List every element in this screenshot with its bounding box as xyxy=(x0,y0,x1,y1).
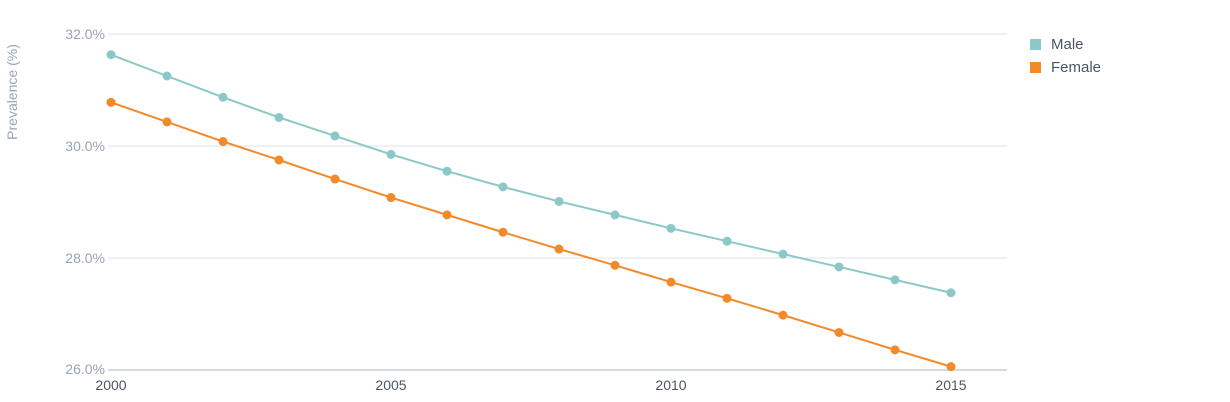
legend-label: Female xyxy=(1051,59,1102,76)
data-point[interactable] xyxy=(554,244,564,254)
series-male xyxy=(106,50,956,298)
data-point[interactable] xyxy=(274,155,284,165)
data-point[interactable] xyxy=(946,288,956,298)
legend-item-male[interactable]: Male xyxy=(1030,33,1101,56)
data-point[interactable] xyxy=(218,137,228,147)
data-point[interactable] xyxy=(666,223,676,233)
series-group xyxy=(106,50,956,372)
legend-item-female[interactable]: Female xyxy=(1030,56,1101,79)
data-point[interactable] xyxy=(498,227,508,237)
x-tick-label: 2005 xyxy=(375,377,406,393)
legend-swatch xyxy=(1030,62,1041,73)
x-tick-label: 2015 xyxy=(935,377,966,393)
series-line xyxy=(110,101,952,368)
data-point[interactable] xyxy=(610,210,620,220)
x-axis-ticks: 2000 2005 2010 2015 xyxy=(95,377,966,393)
data-point[interactable] xyxy=(834,327,844,337)
x-tick-label: 2010 xyxy=(655,377,686,393)
series-line xyxy=(110,53,952,294)
data-point[interactable] xyxy=(274,112,284,122)
data-point[interactable] xyxy=(778,310,788,320)
data-point[interactable] xyxy=(162,117,172,127)
data-point[interactable] xyxy=(386,149,396,159)
data-point[interactable] xyxy=(162,71,172,81)
y-axis-ticks: 26.0% 28.0% 30.0% 32.0% xyxy=(65,26,105,377)
y-tick-label: 30.0% xyxy=(65,138,105,154)
data-point[interactable] xyxy=(722,236,732,246)
legend-label: Male xyxy=(1051,36,1084,53)
y-tick-label: 32.0% xyxy=(65,26,105,42)
data-point[interactable] xyxy=(554,196,564,206)
data-point[interactable] xyxy=(442,210,452,220)
data-point[interactable] xyxy=(330,131,340,141)
data-point[interactable] xyxy=(386,193,396,203)
data-point[interactable] xyxy=(218,92,228,102)
gridlines xyxy=(108,33,1007,371)
series-female xyxy=(106,97,956,372)
data-point[interactable] xyxy=(946,362,956,372)
data-point[interactable] xyxy=(722,293,732,303)
data-point[interactable] xyxy=(666,277,676,287)
data-point[interactable] xyxy=(778,249,788,259)
data-point[interactable] xyxy=(106,97,116,107)
y-axis-title: Prevalence (%) xyxy=(4,44,20,140)
data-point[interactable] xyxy=(834,262,844,272)
legend: Male Female xyxy=(1030,33,1101,79)
data-point[interactable] xyxy=(498,182,508,192)
data-point[interactable] xyxy=(610,260,620,270)
y-tick-label: 28.0% xyxy=(65,250,105,266)
x-tick-label: 2000 xyxy=(95,377,126,393)
y-tick-label: 26.0% xyxy=(65,361,105,377)
data-point[interactable] xyxy=(442,166,452,176)
data-point[interactable] xyxy=(330,174,340,184)
data-point[interactable] xyxy=(890,345,900,355)
legend-swatch xyxy=(1030,39,1041,50)
data-point[interactable] xyxy=(890,275,900,285)
data-point[interactable] xyxy=(106,50,116,60)
